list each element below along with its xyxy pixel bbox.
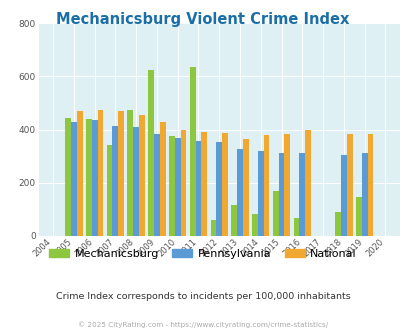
Bar xyxy=(112,125,118,236)
Text: © 2025 CityRating.com - https://www.cityrating.com/crime-statistics/: © 2025 CityRating.com - https://www.city… xyxy=(78,322,327,328)
Bar xyxy=(153,134,160,236)
Bar xyxy=(252,214,257,236)
Bar xyxy=(242,139,248,236)
Bar xyxy=(201,132,207,236)
Bar xyxy=(222,133,227,236)
Bar xyxy=(189,67,195,236)
Bar xyxy=(257,151,263,236)
Bar xyxy=(334,212,340,236)
Bar xyxy=(118,111,124,236)
Bar xyxy=(305,130,310,236)
Bar xyxy=(284,134,290,236)
Bar xyxy=(133,127,139,236)
Bar xyxy=(148,70,153,236)
Bar xyxy=(278,153,284,236)
Bar xyxy=(195,141,201,236)
Bar xyxy=(210,220,216,236)
Text: Mechanicsburg Violent Crime Index: Mechanicsburg Violent Crime Index xyxy=(56,12,349,26)
Bar xyxy=(346,134,352,236)
Bar xyxy=(355,197,361,236)
Bar xyxy=(180,130,186,236)
Bar xyxy=(293,218,298,236)
Bar xyxy=(127,110,133,236)
Legend: Mechanicsburg, Pennsylvania, National: Mechanicsburg, Pennsylvania, National xyxy=(45,245,360,263)
Bar xyxy=(367,134,373,236)
Bar xyxy=(92,120,97,236)
Bar xyxy=(263,135,269,236)
Bar xyxy=(272,191,278,236)
Bar xyxy=(77,111,82,236)
Bar xyxy=(168,136,175,236)
Bar xyxy=(298,153,305,236)
Bar xyxy=(107,146,112,236)
Bar xyxy=(216,142,222,236)
Bar xyxy=(86,119,92,236)
Bar xyxy=(175,138,180,236)
Bar xyxy=(160,121,165,236)
Bar xyxy=(361,153,367,236)
Text: Crime Index corresponds to incidents per 100,000 inhabitants: Crime Index corresponds to incidents per… xyxy=(55,292,350,301)
Bar xyxy=(65,117,71,236)
Bar xyxy=(237,149,242,236)
Bar xyxy=(71,121,77,236)
Bar xyxy=(97,110,103,236)
Bar xyxy=(139,115,145,236)
Bar xyxy=(231,205,237,236)
Bar xyxy=(340,155,346,236)
